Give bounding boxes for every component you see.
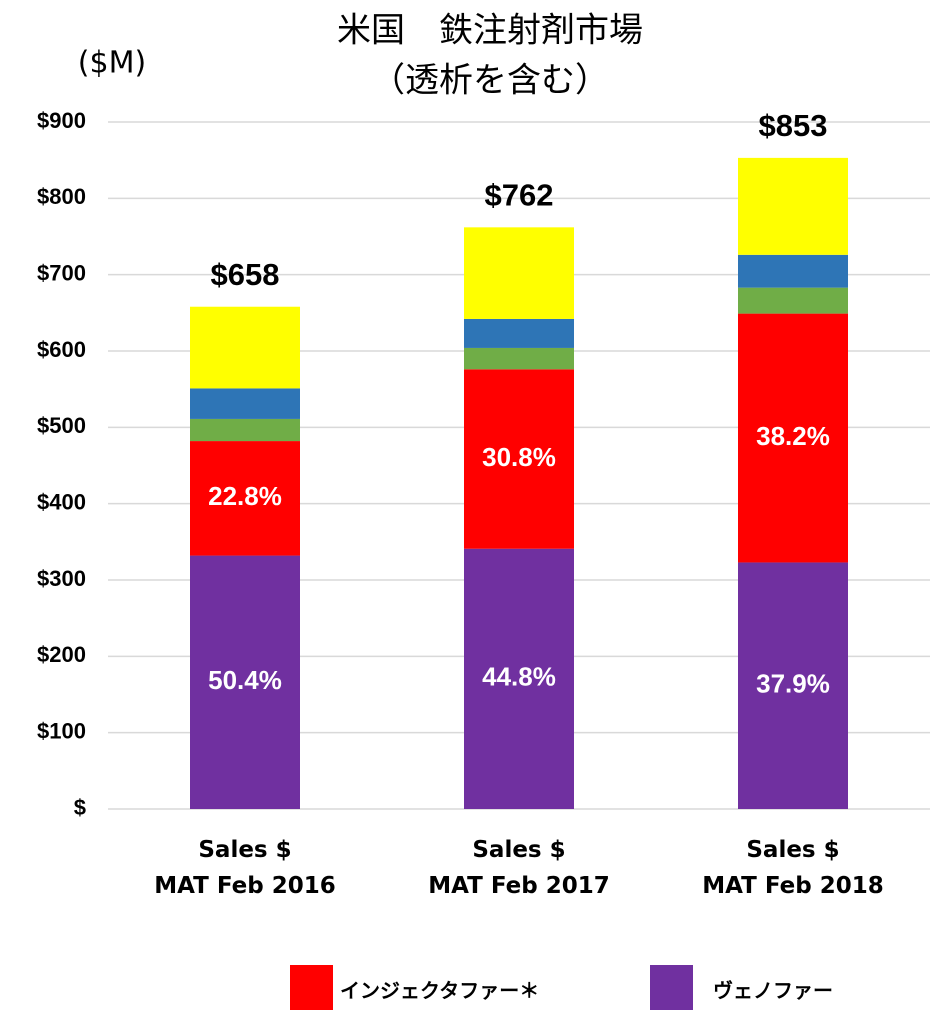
bar-segment <box>190 388 300 419</box>
total-label: $658 <box>211 257 280 292</box>
bar-segment <box>190 418 300 442</box>
legend-swatch <box>290 965 333 1010</box>
segment-label: 30.8% <box>482 442 556 472</box>
y-tick-label: $900 <box>37 108 86 133</box>
y-tick-label: $200 <box>37 642 86 667</box>
y-tick-label: $100 <box>37 718 86 743</box>
bar-segment <box>738 254 848 288</box>
bar-segment <box>464 347 574 370</box>
y-tick-label: $ <box>74 795 86 820</box>
bar-segment <box>190 555 300 809</box>
y-tick-label: $600 <box>37 337 86 362</box>
y-tick-label: $700 <box>37 260 86 285</box>
segment-label: 22.8% <box>208 481 282 511</box>
bar-segment <box>464 369 574 549</box>
y-axis-label: ($M) <box>78 46 146 81</box>
legend-label: ヴェノファー <box>713 979 833 1003</box>
bar-segment <box>190 441 300 556</box>
chart-subtitle: （透析を含む） <box>371 61 609 101</box>
y-tick-label: $300 <box>37 566 86 591</box>
bar-segment <box>190 306 300 389</box>
chart-title: 米国 鉄注射剤市場 <box>337 11 643 51</box>
x-tick-label: Sales $ MAT Feb 2017 <box>428 837 610 899</box>
bar-segment <box>464 318 574 348</box>
segment-label: 50.4% <box>208 665 282 695</box>
segment-label: 38.2% <box>756 421 830 451</box>
segment-label: 44.8% <box>482 662 556 692</box>
x-tick-label: Sales $ MAT Feb 2016 <box>154 837 336 899</box>
bar-segment <box>738 313 848 563</box>
total-label: $853 <box>759 108 828 143</box>
y-tick-label: $400 <box>37 489 86 514</box>
y-tick-label: $500 <box>37 413 86 438</box>
total-label: $762 <box>485 178 554 213</box>
bar-segment <box>464 548 574 809</box>
x-tick-label: Sales $ MAT Feb 2018 <box>702 837 884 899</box>
legend-swatch <box>650 965 693 1010</box>
bar-segment <box>738 562 848 809</box>
bar-segment <box>738 157 848 255</box>
legend-label: インジェクタファー＊ <box>340 979 539 1003</box>
y-tick-label: $800 <box>37 184 86 209</box>
bar-segment <box>464 227 574 319</box>
bar-segment <box>738 287 848 314</box>
segment-label: 37.9% <box>756 669 830 699</box>
